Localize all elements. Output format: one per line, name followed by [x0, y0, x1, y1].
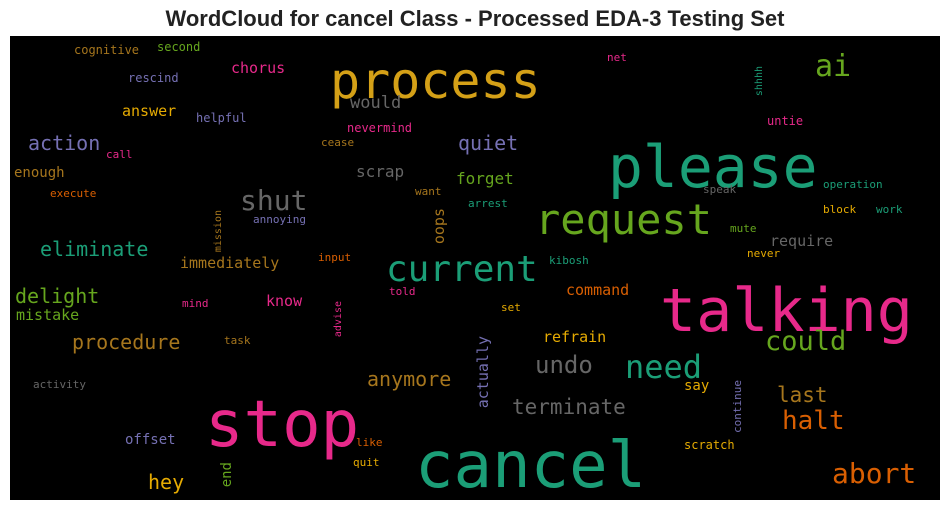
word-halt: halt [782, 406, 845, 436]
word-oops: oops [430, 208, 448, 245]
word-process: process [330, 52, 541, 110]
word-say: say [684, 378, 710, 394]
word-quiet: quiet [458, 131, 519, 155]
word-quit: quit [353, 456, 380, 469]
word-abort: abort [832, 457, 917, 490]
word-command: command [566, 281, 630, 299]
word-continue: continue [731, 380, 744, 433]
word-refrain: refrain [543, 328, 607, 346]
word-like: like [356, 436, 383, 449]
word-net: net [607, 51, 627, 64]
word-procedure: procedure [72, 330, 181, 354]
word-answer: answer [122, 102, 177, 120]
word-could: could [765, 326, 847, 357]
word-immediately: immediately [180, 254, 280, 272]
word-shhhh: shhhh [754, 66, 765, 97]
word-mute: mute [730, 222, 757, 235]
word-execute: execute [50, 187, 97, 200]
word-chorus: chorus [231, 59, 286, 77]
word-block: block [823, 203, 857, 216]
word-told: told [389, 285, 416, 298]
word-kibosh: kibosh [549, 254, 589, 267]
word-scrap: scrap [356, 162, 405, 181]
word-ai: ai [815, 49, 852, 84]
word-shut: shut [240, 184, 308, 217]
word-enough: enough [14, 165, 65, 181]
word-request: request [535, 195, 713, 244]
word-operation: operation [823, 178, 883, 191]
word-forget: forget [456, 169, 514, 188]
word-task: task [224, 334, 251, 347]
word-call: call [106, 148, 133, 161]
word-cease: cease [321, 136, 355, 149]
word-action: action [28, 131, 101, 155]
word-cognitive: cognitive [74, 43, 140, 57]
word-advise: advise [333, 301, 344, 338]
word-offset: offset [125, 432, 176, 448]
word-require: require [770, 232, 834, 250]
word-rescind: rescind [128, 71, 179, 85]
word-know: know [266, 292, 303, 310]
word-stop: stop [205, 388, 360, 462]
word-last: last [777, 383, 828, 407]
word-anymore: anymore [367, 367, 452, 391]
word-arrest: arrest [468, 197, 508, 210]
word-helpful: helpful [196, 111, 247, 125]
word-please: please [608, 133, 818, 201]
chart-title: WordCloud for cancel Class - Processed E… [165, 6, 785, 31]
word-hey: hey [148, 470, 185, 494]
word-set: set [501, 301, 521, 314]
word-need: need [625, 348, 703, 386]
word-untie: untie [767, 114, 804, 128]
word-eliminate: eliminate [40, 237, 149, 261]
word-undo: undo [535, 351, 593, 379]
word-mistake: mistake [16, 306, 80, 324]
word-end: end [219, 462, 235, 488]
word-actually: actually [474, 336, 492, 409]
word-delight: delight [15, 284, 100, 308]
word-mind: mind [182, 297, 209, 310]
word-second: second [157, 40, 201, 54]
word-work: work [876, 203, 903, 216]
word-speak: speak [703, 183, 737, 196]
word-terminate: terminate [512, 395, 626, 419]
word-cancel: cancel [415, 429, 647, 500]
word-never: never [747, 247, 781, 260]
word-scratch: scratch [684, 438, 735, 452]
word-current: current [386, 249, 538, 290]
wordcloud-canvas: process please request ai talking stop cancel c… [10, 36, 940, 500]
word-annoying: annoying [253, 213, 306, 226]
word-input: input [318, 251, 352, 264]
word-nevermind: nevermind [347, 121, 413, 135]
word-activity: activity [33, 378, 86, 391]
word-want: want [415, 185, 442, 198]
word-would: would [350, 93, 402, 113]
word-talking: talking [660, 276, 913, 346]
word-mission: mission [213, 210, 224, 253]
